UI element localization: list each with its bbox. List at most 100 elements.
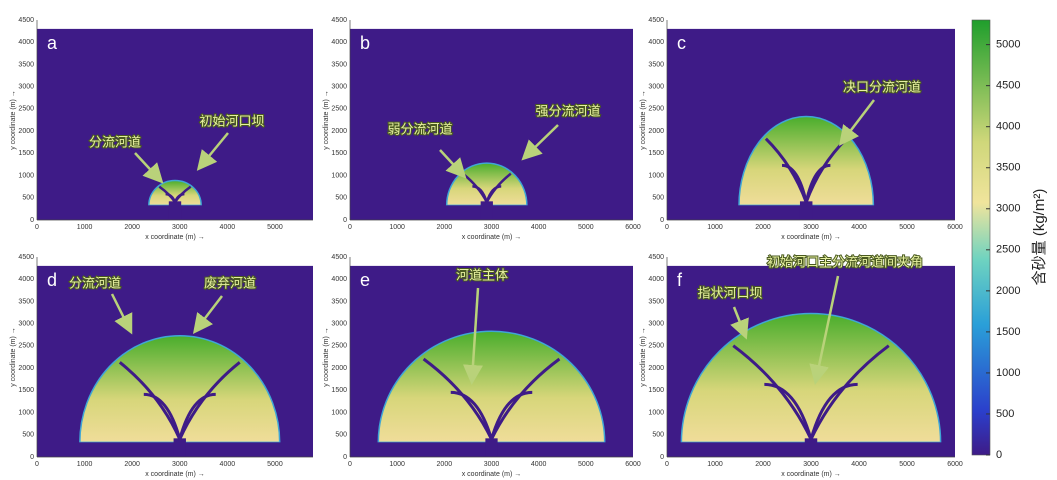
y-tick-label: 2000: [18, 128, 34, 135]
x-tick-label: 4000: [851, 224, 867, 231]
x-tick-label: 3000: [172, 461, 188, 468]
annotation: 决口分流河道: [843, 81, 921, 96]
y-tick-label: 500: [22, 195, 34, 202]
y-tick-label: 0: [660, 454, 664, 461]
x-tick-label: 6000: [947, 224, 963, 231]
x-tick-label: 5000: [899, 461, 915, 468]
x-tick-label: 2000: [755, 461, 771, 468]
y-tick-label: 2000: [331, 128, 347, 135]
x-tick-label: 1000: [389, 461, 405, 468]
y-tick-label: 3000: [648, 84, 664, 91]
y-tick-label: 3500: [648, 298, 664, 305]
inlet-channel: [169, 201, 181, 220]
x-axis-label: x coordinate (m) →: [781, 234, 841, 241]
y-tick-label: 4500: [18, 17, 34, 24]
y-tick-label: 4000: [331, 276, 347, 283]
x-axis-label: x coordinate (m) →: [462, 471, 522, 478]
y-tick-label: 2500: [331, 343, 347, 350]
x-tick-label: 4000: [531, 224, 547, 231]
y-tick-label: 1500: [18, 150, 34, 157]
x-tick-label: 0: [348, 461, 352, 468]
x-tick-label: 2000: [755, 224, 771, 231]
y-tick-label: 1000: [331, 172, 347, 179]
figure: a 0 500 1000 1500 2000 2500 3000 3500 4000 4500 0 10…: [0, 0, 1057, 480]
y-tick-label: 3500: [331, 298, 347, 305]
colorbar-label: 含砂量 (kg/m²): [1031, 189, 1048, 286]
x-tick-label: 3000: [803, 224, 819, 231]
y-tick-label: 1500: [331, 387, 347, 394]
y-tick-label: 1500: [648, 150, 664, 157]
x-tick-label: 5000: [578, 461, 594, 468]
x-tick-label: 4000: [531, 461, 547, 468]
y-tick-label: 0: [30, 454, 34, 461]
y-tick-label: 4500: [18, 254, 34, 261]
panel-letter: e: [360, 270, 370, 290]
x-tick-label: 1000: [77, 461, 93, 468]
y-tick-label: 3000: [331, 84, 347, 91]
annotation: 强分流河道: [535, 105, 600, 120]
annotation: 分流河道: [89, 136, 141, 151]
y-tick-label: 500: [652, 195, 664, 202]
inlet-channel: [800, 201, 812, 220]
annotation: 初始河口主分流河道间夹角: [767, 256, 923, 271]
y-tick-label: 2000: [331, 365, 347, 372]
annotation: 指状河口坝: [697, 287, 762, 302]
x-axis-label: x coordinate (m) →: [462, 234, 522, 241]
colorbar-tick-label: 3500: [996, 162, 1020, 174]
y-tick-label: 4000: [18, 39, 34, 46]
x-tick-label: 5000: [267, 461, 283, 468]
y-tick-label: 1000: [331, 409, 347, 416]
y-axis-label: y coordinate (m) →: [640, 327, 647, 387]
y-tick-label: 2000: [648, 365, 664, 372]
annotation: 废弃河道: [204, 276, 256, 292]
x-tick-label: 2000: [437, 224, 453, 231]
x-tick-label: 5000: [267, 224, 283, 231]
x-tick-label: 0: [665, 461, 669, 468]
inlet-channel: [174, 438, 186, 457]
x-tick-label: 1000: [707, 461, 723, 468]
y-axis-label: y coordinate (m) →: [640, 90, 647, 150]
y-axis-label: y coordinate (m) →: [10, 90, 17, 150]
y-tick-label: 500: [335, 195, 347, 202]
y-tick-label: 3000: [648, 321, 664, 328]
y-axis-label: y coordinate (m) →: [323, 327, 330, 387]
y-tick-label: 4500: [331, 17, 347, 24]
x-tick-label: 2000: [124, 224, 140, 231]
x-tick-label: 3000: [484, 224, 500, 231]
inlet-channel: [805, 438, 817, 457]
x-tick-label: 5000: [578, 224, 594, 231]
colorbar-tick-label: 5000: [996, 39, 1020, 51]
annotation: 初始河口坝: [199, 115, 264, 130]
y-tick-label: 0: [30, 217, 34, 224]
y-tick-label: 3000: [331, 321, 347, 328]
x-tick-label: 0: [348, 224, 352, 231]
y-tick-label: 2500: [18, 343, 34, 350]
x-tick-label: 0: [35, 461, 39, 468]
y-tick-label: 1000: [648, 172, 664, 179]
colorbar-tick-label: 500: [996, 408, 1014, 420]
x-tick-label: 2000: [437, 461, 453, 468]
inlet-channel: [481, 201, 493, 220]
x-tick-label: 3000: [484, 461, 500, 468]
x-tick-label: 1000: [77, 224, 93, 231]
x-axis-label: x coordinate (m) →: [145, 471, 205, 478]
y-tick-label: 4000: [18, 276, 34, 283]
panel-letter: a: [47, 33, 58, 53]
panel-letter: c: [677, 33, 686, 53]
y-tick-label: 4000: [648, 39, 664, 46]
colorbar-tick-label: 4500: [996, 80, 1020, 92]
x-tick-label: 3000: [172, 224, 188, 231]
colorbar-tick-label: 0: [996, 449, 1002, 461]
panel-letter: d: [47, 270, 57, 290]
colorbar-tick-label: 1500: [996, 326, 1020, 338]
x-tick-label: 4000: [851, 461, 867, 468]
y-tick-label: 0: [343, 217, 347, 224]
y-tick-label: 4000: [331, 39, 347, 46]
y-tick-label: 500: [652, 432, 664, 439]
y-tick-label: 1500: [18, 387, 34, 394]
x-tick-label: 4000: [220, 461, 236, 468]
y-tick-label: 4000: [648, 276, 664, 283]
y-tick-label: 2500: [18, 106, 34, 113]
y-tick-label: 3500: [18, 61, 34, 68]
colorbar-tick-label: 1000: [996, 367, 1020, 379]
